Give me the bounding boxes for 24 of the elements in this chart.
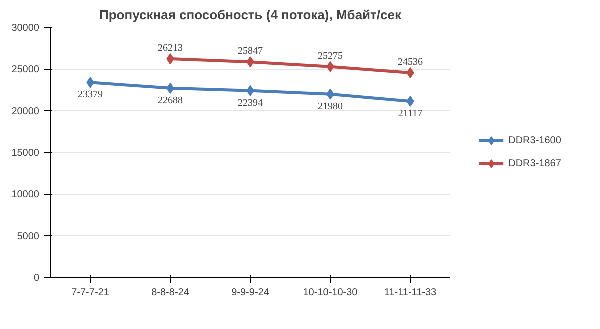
y-tick-label: 5000	[17, 231, 40, 242]
y-tick-label: 0	[34, 273, 40, 284]
data-label: 21980	[318, 101, 343, 112]
x-tick-label: 7-7-7-21	[72, 288, 110, 298]
y-tick-label: 30000	[12, 23, 40, 34]
y-tick-label: 15000	[12, 148, 40, 159]
data-label: 21117	[398, 108, 423, 120]
data-label: 22394	[238, 98, 263, 109]
data-label: 22688	[158, 95, 183, 106]
x-tick-label: 9-9-9-24	[232, 288, 270, 298]
data-label: 25847	[238, 46, 263, 58]
x-tick-label: 11-11-11-33	[384, 288, 438, 298]
legend-label: DDR3-1867	[508, 158, 562, 169]
data-label: 26213	[158, 43, 183, 54]
y-tick-label: 20000	[12, 106, 40, 118]
x-tick-label: 8-8-8-24	[152, 288, 190, 298]
y-tick-label: 10000	[12, 190, 40, 201]
data-label: 24536	[398, 57, 423, 68]
chart-title: Пропускная способность (4 потока), Мбайт/сек	[100, 8, 402, 22]
legend-label: DDR3-1600	[508, 135, 562, 146]
y-tick-label: 25000	[12, 64, 40, 76]
x-tick-label: 10-10-10-30	[303, 288, 358, 298]
data-label: 23379	[78, 90, 103, 101]
data-label: 25275	[318, 50, 343, 62]
